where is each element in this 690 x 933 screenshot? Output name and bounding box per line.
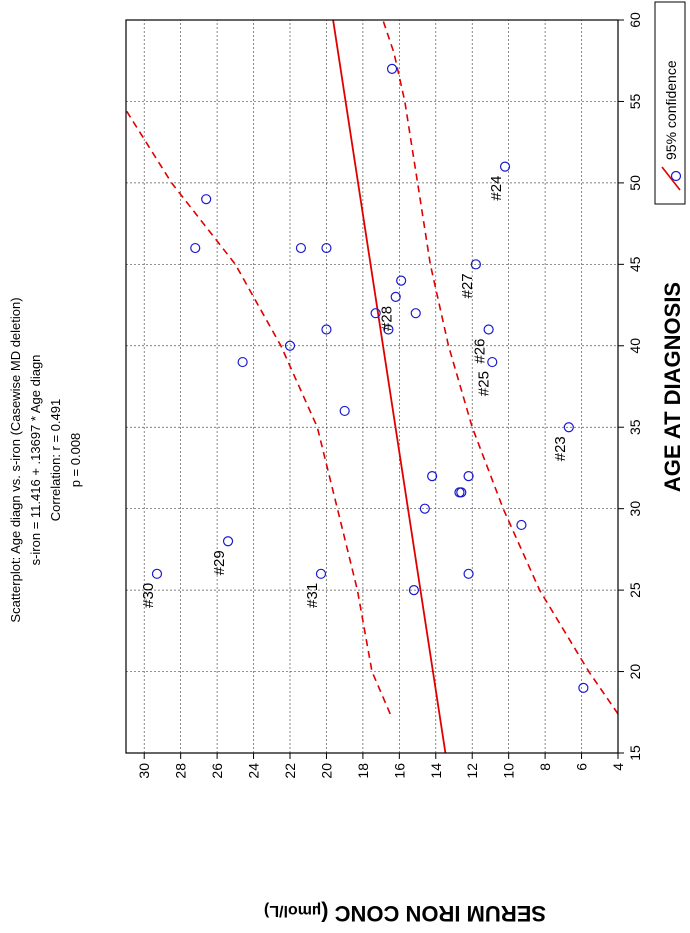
data-point xyxy=(321,324,332,335)
data-point xyxy=(321,242,332,254)
data-point xyxy=(315,568,327,579)
data-point xyxy=(370,308,381,319)
regression-equation: s-iron = 11.416 + .13697 * Age diagn xyxy=(28,355,43,566)
point-label: #29 xyxy=(211,550,228,575)
point-label: #24 xyxy=(488,176,505,201)
data-point xyxy=(237,356,248,368)
point-label: #28 xyxy=(379,306,396,331)
y-tick-label: 30 xyxy=(136,763,152,779)
x-tick-label: 15 xyxy=(627,745,643,761)
data-point xyxy=(151,568,163,579)
y-axis-label: SERUM IRON CONC (µmol/L) xyxy=(264,901,546,926)
y-tick-label: 8 xyxy=(537,763,553,771)
y-axis-label-main: SERUM IRON CONC ( xyxy=(320,901,546,926)
data-point xyxy=(190,242,201,254)
data-point xyxy=(383,324,394,335)
data-point xyxy=(396,275,407,286)
y-axis-label-unit: µmol/L) xyxy=(264,902,321,919)
y-tick-label: 18 xyxy=(355,763,371,779)
legend-label: 95% confidence xyxy=(663,60,679,160)
y-axis-ticks: 4 6 8 10 12 14 16 18 20 22 24 26 28 30 xyxy=(136,753,626,779)
chart-title: Scatterplot: Age diagn vs. s-iron (Casew… xyxy=(8,297,23,622)
data-point xyxy=(410,308,421,319)
data-point xyxy=(463,470,474,482)
data-point xyxy=(201,194,212,205)
data-point xyxy=(563,422,574,433)
y-tick-label: 12 xyxy=(464,763,480,779)
data-point xyxy=(419,503,430,514)
data-point xyxy=(516,519,527,531)
x-tick-label: 30 xyxy=(627,501,643,517)
data-point xyxy=(463,568,474,579)
point-label: #30 xyxy=(140,583,157,608)
fit-line xyxy=(332,20,447,753)
data-point xyxy=(222,536,234,547)
y-tick-label: 26 xyxy=(209,763,225,779)
x-tick-label: 20 xyxy=(627,664,643,680)
rotated-chart: Scatterplot: Age diagn vs. s-iron (Casew… xyxy=(8,1,686,926)
x-tick-label: 25 xyxy=(627,582,643,598)
y-tick-label: 6 xyxy=(574,763,590,771)
y-tick-label: 10 xyxy=(501,763,517,779)
plot-frame xyxy=(125,19,619,754)
x-tick-label: 50 xyxy=(627,175,643,191)
x-tick-label: 40 xyxy=(627,338,643,354)
p-value-text: p = 0.008 xyxy=(68,433,83,488)
data-point xyxy=(578,682,589,693)
confidence-band xyxy=(126,20,618,715)
point-label: #27 xyxy=(459,273,476,298)
x-tick-label: 55 xyxy=(627,93,643,109)
data-point xyxy=(339,405,350,417)
legend-box xyxy=(654,1,686,205)
chart-title-block: Scatterplot: Age diagn vs. s-iron (Casew… xyxy=(8,297,83,622)
y-tick-label: 28 xyxy=(173,763,189,779)
x-tick-label: 35 xyxy=(627,419,643,435)
y-tick-label: 24 xyxy=(246,763,262,779)
data-point xyxy=(390,291,401,303)
data-point xyxy=(470,259,481,270)
grid-lines xyxy=(126,20,618,753)
x-tick-label: 45 xyxy=(627,256,643,272)
data-point xyxy=(386,63,398,74)
data-point xyxy=(408,585,420,596)
point-label: #25 xyxy=(475,371,492,396)
y-tick-label: 4 xyxy=(610,763,626,771)
x-axis-label: AGE AT DIAGNOSIS xyxy=(660,282,685,492)
data-point xyxy=(284,340,296,351)
legend: 95% confidence xyxy=(654,1,686,205)
data-points xyxy=(151,63,589,693)
correlation-text: Correlation: r = 0.491 xyxy=(48,399,63,521)
regression-line xyxy=(332,20,447,753)
point-labels: #30 #31 #29 #23 #25 #26 #28 #27 #24 xyxy=(140,176,569,608)
point-label: #31 xyxy=(304,583,321,608)
confidence-upper-curve xyxy=(126,20,391,715)
data-point xyxy=(427,470,438,482)
y-tick-label: 16 xyxy=(391,763,407,779)
data-point xyxy=(295,242,307,254)
data-point xyxy=(454,487,465,498)
legend-line-swatch xyxy=(661,166,681,191)
x-tick-label: 60 xyxy=(627,12,643,28)
x-axis-ticks: 15 20 25 30 35 40 45 50 55 60 xyxy=(618,12,643,761)
y-tick-label: 20 xyxy=(318,763,334,779)
legend-point-swatch xyxy=(670,170,682,182)
confidence-lower-curve xyxy=(382,20,618,715)
y-tick-label: 22 xyxy=(282,763,298,779)
point-label: #23 xyxy=(552,436,569,461)
data-point xyxy=(487,356,498,368)
data-point xyxy=(499,161,511,172)
y-tick-label: 14 xyxy=(428,763,444,779)
point-label: #26 xyxy=(472,338,489,363)
data-point xyxy=(483,324,494,335)
